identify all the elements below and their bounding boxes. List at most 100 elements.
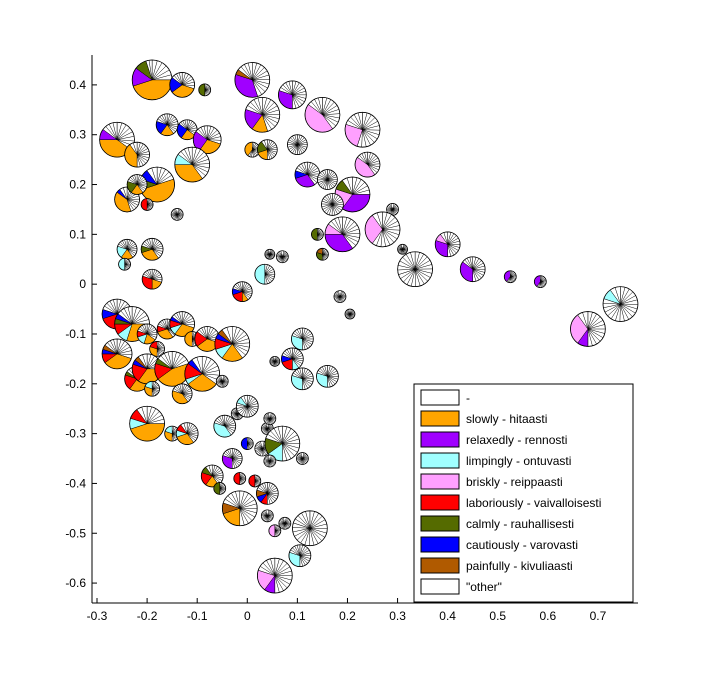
pie-spoke — [447, 244, 460, 248]
pie-spoke — [367, 164, 379, 171]
pie-spoke — [235, 407, 238, 414]
pie-spoke — [294, 330, 303, 340]
pie-spoke — [239, 475, 246, 479]
pie-spoke — [382, 220, 399, 230]
pie-spoke — [232, 343, 246, 356]
data-point-pie — [234, 62, 271, 98]
pie-spoke — [339, 296, 344, 302]
pie-slice — [118, 258, 125, 271]
pie-spoke — [151, 269, 156, 280]
pie-spoke — [307, 174, 319, 181]
pie-spoke — [267, 424, 272, 429]
pie-spoke — [166, 115, 173, 125]
pie-spoke — [472, 269, 484, 276]
pie-spoke — [231, 411, 238, 414]
pie-spoke — [292, 352, 302, 360]
pie-spoke — [264, 428, 268, 434]
pie-spoke — [270, 430, 283, 444]
pie-spoke — [620, 287, 626, 305]
pie-spoke — [126, 199, 135, 211]
pie-spoke — [217, 381, 223, 386]
pie-spoke — [264, 418, 270, 422]
pie-spoke — [127, 248, 138, 250]
pie-spoke — [252, 79, 268, 89]
pie-outline — [292, 510, 328, 547]
pie-spoke — [136, 184, 147, 189]
pie-spoke — [466, 258, 473, 270]
pie-spoke — [187, 147, 193, 165]
pie-spoke — [182, 393, 191, 401]
pie-spoke — [540, 281, 547, 284]
pie-spoke — [296, 369, 303, 379]
y-tick-label: 0.3 — [69, 128, 86, 142]
pie-spoke — [302, 378, 311, 387]
pie-spoke — [587, 328, 597, 345]
pie-spoke — [447, 232, 452, 245]
pie-spoke — [254, 477, 261, 482]
pie-spoke — [152, 248, 164, 250]
data-point-pie — [311, 227, 324, 241]
pie-spoke — [267, 149, 271, 160]
pie-spoke — [146, 411, 160, 424]
pie-spoke — [320, 172, 328, 180]
pie-spoke — [260, 441, 263, 449]
pie-spoke — [386, 209, 393, 212]
pie-spoke — [264, 266, 273, 275]
data-point-pie — [386, 203, 399, 216]
pie-spoke — [285, 82, 293, 95]
pie-spoke — [206, 127, 215, 140]
pie-outline — [140, 198, 154, 211]
pie-spoke — [282, 250, 285, 257]
pie-spoke — [146, 406, 152, 424]
pie-spoke — [324, 169, 328, 180]
pie-spoke — [382, 229, 395, 243]
pie-spoke — [302, 458, 305, 465]
pie-spoke — [175, 386, 183, 394]
pie-outline — [200, 464, 224, 488]
pie-spoke — [299, 555, 308, 564]
pie-spoke — [269, 457, 276, 462]
pie-spoke — [266, 455, 271, 462]
pie-spoke — [136, 178, 146, 185]
pie-spoke — [414, 252, 420, 270]
pie-spoke — [302, 378, 306, 390]
pie-spoke — [146, 239, 153, 250]
pie-spoke — [274, 558, 280, 576]
pie-spoke — [124, 264, 128, 270]
pie-spoke — [322, 105, 338, 115]
legend-swatch — [420, 431, 460, 448]
pie-spoke — [299, 555, 310, 562]
pie-spoke — [187, 124, 197, 130]
pie-spoke — [327, 179, 338, 183]
pie-spoke — [262, 114, 278, 124]
pie-spoke — [181, 315, 192, 325]
pie-spoke — [146, 204, 152, 209]
pie-spoke — [280, 250, 283, 257]
pie-spoke — [124, 239, 128, 250]
pie-spoke — [212, 467, 220, 477]
pie-spoke — [177, 214, 183, 217]
pie-spoke — [136, 143, 144, 155]
legend-swatch — [420, 473, 460, 490]
pie-spoke — [219, 376, 223, 382]
pie-spoke — [510, 273, 516, 277]
pie-spoke — [104, 305, 118, 315]
pie-spoke — [247, 406, 253, 416]
pie-spoke — [207, 139, 222, 141]
pie-spoke — [224, 420, 235, 427]
pie-spoke — [224, 425, 234, 434]
pie-spoke — [207, 330, 217, 340]
data-point-pie — [174, 146, 211, 183]
pie-spoke — [296, 456, 303, 459]
pie-spoke — [274, 530, 281, 533]
pie-spoke — [223, 452, 233, 459]
pie-spoke — [149, 238, 153, 250]
pie-spoke — [267, 483, 274, 494]
data-point-pie — [155, 113, 179, 137]
pie-spoke — [254, 480, 261, 485]
pie-spoke — [282, 254, 289, 258]
pie-spoke — [279, 251, 283, 257]
pie-outline — [213, 482, 227, 495]
pie-spoke — [267, 139, 271, 150]
pie-spoke — [147, 418, 165, 424]
